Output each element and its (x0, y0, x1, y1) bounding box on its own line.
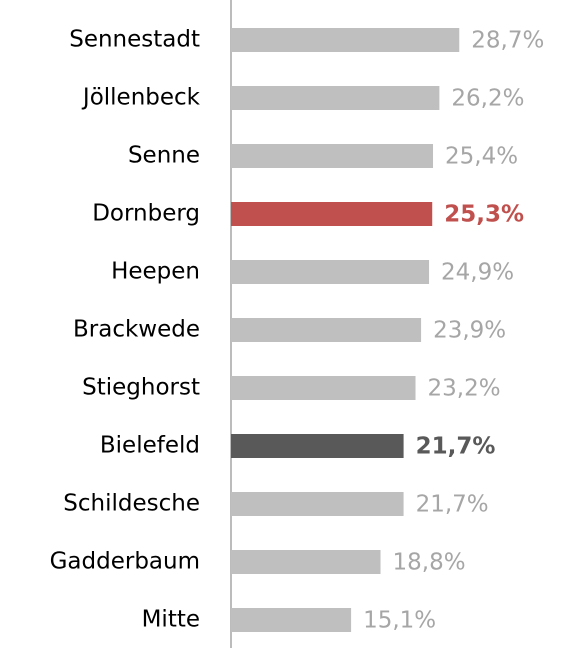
bar (231, 434, 404, 458)
category-label: Dornberg (92, 201, 200, 227)
value-label: 23,9% (433, 318, 506, 344)
bar (231, 492, 404, 516)
bar (231, 144, 434, 168)
value-label: 21,7% (416, 434, 496, 460)
category-label: Heepen (111, 259, 200, 285)
bar (231, 376, 416, 400)
category-label: Stieghorst (82, 375, 200, 401)
value-label: 25,4% (445, 144, 518, 170)
value-label: 24,9% (441, 260, 514, 286)
value-label: 21,7% (416, 492, 489, 518)
value-label: 28,7% (471, 28, 544, 54)
value-label: 15,1% (363, 608, 436, 634)
value-label: 23,2% (428, 376, 501, 402)
bar (231, 260, 430, 284)
category-label: Bielefeld (100, 433, 200, 459)
category-label: Mitte (142, 607, 200, 633)
bar (231, 28, 460, 52)
bar (231, 318, 422, 342)
category-label: Schildesche (63, 491, 200, 517)
category-label: Jöllenbeck (81, 85, 201, 111)
value-label: 18,8% (393, 550, 466, 576)
category-label: Brackwede (73, 317, 200, 343)
category-label: Senne (128, 143, 200, 169)
bar (231, 550, 381, 574)
category-label: Gadderbaum (50, 549, 200, 575)
bar (231, 86, 440, 110)
bar (231, 202, 433, 226)
value-label: 26,2% (451, 86, 524, 112)
category-label: Sennestadt (69, 27, 200, 53)
value-label: 25,3% (444, 202, 524, 228)
bar (231, 608, 352, 632)
